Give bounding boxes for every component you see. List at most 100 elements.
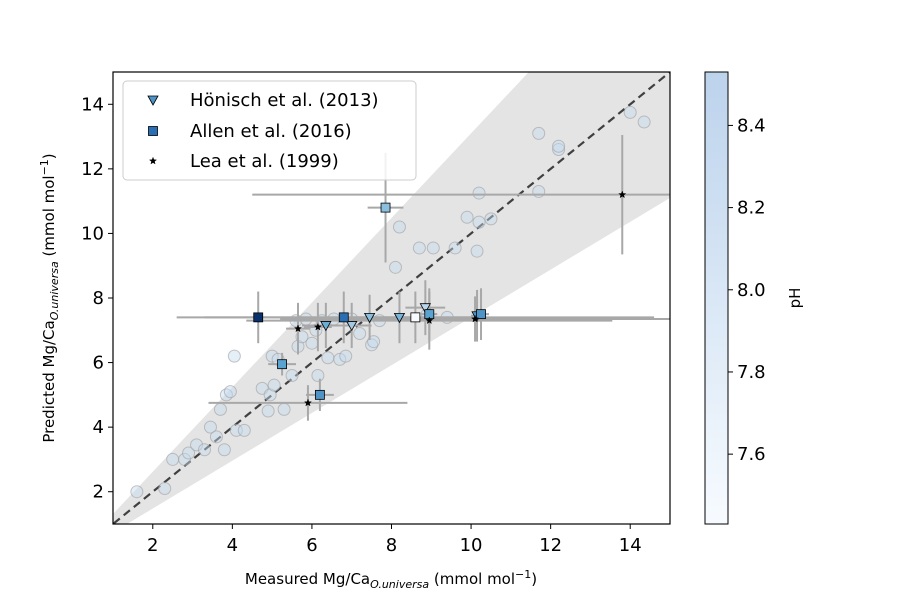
y-axis-label: Predicted Mg/CaO.universa (mmol mol−1) xyxy=(38,153,61,442)
background-point xyxy=(637,115,651,129)
background-point xyxy=(227,349,241,363)
background-point xyxy=(552,142,566,156)
y-tick-label: 12 xyxy=(81,159,104,180)
legend-label-honisch: Hönisch et al. (2013) xyxy=(190,90,379,111)
allen-marker xyxy=(277,359,287,370)
background-point xyxy=(166,452,180,466)
y-axis-label-unit: (mmol mol xyxy=(40,175,58,261)
y-axis-label-sup: −1 xyxy=(38,159,51,175)
background-point xyxy=(484,212,498,226)
background-point xyxy=(130,485,144,499)
colorbar-tick-label: 8.0 xyxy=(737,280,766,301)
y-axis-label-main: Predicted Mg/Ca xyxy=(40,320,58,442)
legend-label-lea: Lea et al. (1999) xyxy=(190,151,339,172)
x-axis-label-unit: (mmol mol xyxy=(429,570,515,588)
colorbar-tick-label: 8.2 xyxy=(737,198,766,219)
colorbar-label: pH xyxy=(786,288,804,309)
background-point xyxy=(460,210,474,224)
background-point xyxy=(472,186,486,200)
allen-marker xyxy=(314,389,325,400)
background-point xyxy=(339,349,353,363)
background-point xyxy=(217,443,231,457)
background-point xyxy=(203,420,217,434)
lea-marker xyxy=(313,322,322,331)
background-point xyxy=(223,385,237,399)
legend-marker-allen xyxy=(148,126,158,136)
background-point xyxy=(213,402,227,416)
background-point xyxy=(321,351,335,365)
allen-marker xyxy=(410,312,421,323)
allen-marker xyxy=(338,312,349,323)
background-point xyxy=(448,241,462,255)
background-point xyxy=(552,139,566,153)
background-point xyxy=(267,378,281,392)
x-tick-label: 6 xyxy=(306,535,317,556)
background-point xyxy=(388,260,402,274)
background-point xyxy=(333,352,347,366)
x-tick-label: 12 xyxy=(539,535,562,556)
honisch-marker xyxy=(320,321,332,332)
colorbar-gradient xyxy=(704,71,729,525)
x-tick-label: 2 xyxy=(147,535,158,556)
background-point xyxy=(285,368,299,382)
background-point xyxy=(470,244,484,258)
x-axis-label: Measured Mg/CaO.universa (mmol mol−1) xyxy=(245,568,537,591)
colorbar-tick-label: 8.4 xyxy=(737,115,766,136)
x-axis-label-main: Measured Mg/Ca xyxy=(245,570,370,588)
x-tick-label: 14 xyxy=(619,535,642,556)
background-point xyxy=(237,423,251,437)
background-point xyxy=(265,349,279,363)
colorbar: 7.6 7.8 8.0 8.2 8.4 pH xyxy=(704,71,804,525)
plot-area xyxy=(113,72,670,524)
background-point xyxy=(311,368,325,382)
allen-marker xyxy=(476,309,486,320)
lea-marker xyxy=(425,316,434,325)
x-axis-label-sup: −1 xyxy=(515,568,531,581)
x-axis-label-sub: O.universa xyxy=(370,578,429,591)
lea-marker xyxy=(303,398,313,407)
background-point xyxy=(209,430,223,444)
legend-marker-lea xyxy=(148,156,158,165)
lea-marker xyxy=(293,324,303,333)
x-tick-label: 4 xyxy=(227,535,238,556)
legend-box xyxy=(122,80,417,181)
honisch-marker xyxy=(419,303,431,314)
y-tick-label: 8 xyxy=(93,288,104,309)
y-tick-label: 4 xyxy=(93,417,104,438)
background-point xyxy=(261,404,275,418)
background-point xyxy=(158,481,172,495)
one-to-one-reference-line xyxy=(113,72,670,524)
background-point xyxy=(277,402,291,416)
background-point xyxy=(178,452,192,466)
allen-marker xyxy=(253,312,264,323)
honisch-marker xyxy=(363,312,376,324)
legend-markers xyxy=(147,95,159,165)
colorbar-tick-label: 7.8 xyxy=(737,362,766,383)
background-point xyxy=(190,438,204,452)
background-point xyxy=(472,215,486,229)
x-axis-ticks: 2 4 6 8 10 12 14 xyxy=(147,524,642,556)
background-point xyxy=(198,443,212,457)
background-point xyxy=(412,241,426,255)
background-point xyxy=(353,327,367,341)
honisch-marker xyxy=(346,321,358,332)
background-point xyxy=(263,388,277,402)
x-tick-label: 8 xyxy=(386,535,397,556)
x-tick-label: 10 xyxy=(460,535,483,556)
y-tick-label: 6 xyxy=(93,353,104,374)
y-axis-label-close: ) xyxy=(40,153,58,159)
x-axis-label-close: ) xyxy=(531,570,537,588)
allen-marker xyxy=(380,202,391,213)
y-tick-label: 14 xyxy=(81,94,104,115)
y-tick-label: 2 xyxy=(93,482,104,503)
legend-label-allen: Allen et al. (2016) xyxy=(190,121,352,142)
background-point xyxy=(426,241,440,255)
colorbar-ticks: 7.6 7.8 8.0 8.2 8.4 xyxy=(728,115,766,465)
background-point xyxy=(623,105,637,119)
y-axis-ticks: 2 4 6 8 10 12 14 xyxy=(81,94,113,503)
colorbar-tick-label: 7.6 xyxy=(737,444,766,465)
background-point xyxy=(392,220,406,234)
background-point xyxy=(305,336,319,350)
lea-marker xyxy=(618,190,627,199)
